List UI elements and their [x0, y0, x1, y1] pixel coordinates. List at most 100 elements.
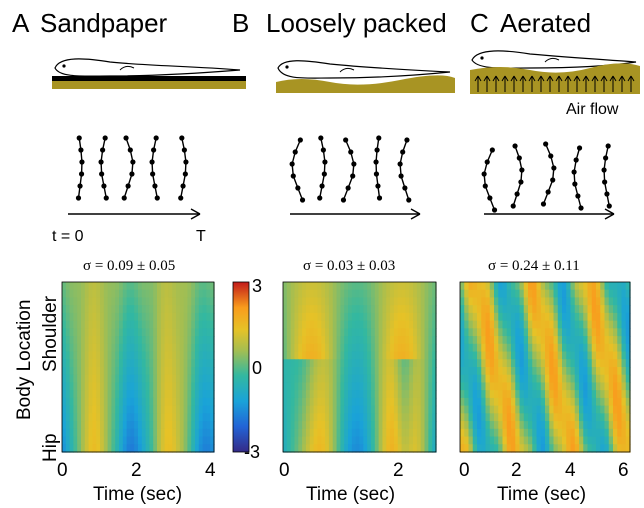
heatmap-cell [351, 436, 357, 445]
heatmap-cell [494, 413, 499, 422]
heatmap-cell [202, 297, 207, 306]
heatmap-cell [511, 405, 516, 414]
heatmap-cell [77, 436, 82, 445]
heatmap-cell [374, 320, 380, 329]
heatmap-cell [378, 305, 384, 314]
heatmap-cell [363, 282, 368, 291]
heatmap-cell [420, 390, 426, 399]
heatmap-cell [77, 405, 82, 414]
heatmap-cell [73, 297, 78, 306]
heatmap-cell [579, 444, 584, 453]
heatmap-cell [532, 336, 538, 345]
heatmap-cell [65, 367, 71, 376]
heatmap-cell [198, 336, 204, 345]
heatmap-cell [176, 312, 181, 322]
panel-a-illustration [52, 58, 246, 89]
heatmap-cell [202, 390, 207, 399]
heatmap-cell [536, 413, 542, 422]
heatmap-cell [416, 328, 422, 337]
heatmap-cell [604, 421, 610, 430]
heatmap-cell [613, 397, 618, 407]
heatmap-cell [460, 289, 465, 299]
heatmap-cell [348, 297, 353, 306]
heatmap-cell [187, 436, 192, 445]
heatmap-cell [370, 367, 376, 376]
heatmap-cell [579, 305, 584, 314]
heatmap-cell [179, 374, 185, 384]
heatmap-cell [557, 436, 563, 445]
heatmap-cell [210, 374, 215, 384]
heatmap-cell [138, 428, 143, 438]
heatmap-cell [313, 282, 319, 291]
heatmap-cell [210, 351, 215, 360]
heatmap-cell [432, 390, 437, 399]
heatmap-cell [625, 382, 631, 391]
heatmap-cell [302, 421, 307, 430]
heatmap-cell [367, 444, 372, 453]
heatmap-cell [393, 343, 399, 353]
heatmap-cell [596, 405, 601, 414]
heatmap-cell [600, 312, 606, 322]
heatmap-cell [191, 397, 196, 407]
heatmap-cell [168, 390, 173, 399]
heatmap-cell [549, 405, 555, 414]
heatmap-cell [570, 390, 576, 399]
heatmap-cell [464, 374, 470, 384]
heatmap-cell [145, 421, 150, 430]
heatmap-cell [100, 343, 105, 353]
heatmap-cell [332, 382, 338, 391]
heatmap-cell [309, 305, 315, 314]
heatmap-cell [69, 367, 74, 376]
heatmap-cell [583, 305, 589, 314]
heatmap-cell [515, 421, 521, 430]
heatmap-cell [355, 343, 361, 353]
heatmap-cell [332, 367, 338, 376]
heatmap-cell [145, 289, 150, 299]
heatmap-cell [313, 305, 319, 314]
heatmap-cell [382, 428, 387, 438]
heatmap-cell [153, 343, 158, 353]
heatmap-cell [176, 282, 181, 291]
heatmap-cell [401, 282, 406, 291]
heatmap-cell [511, 336, 516, 345]
heatmap-cell [424, 351, 429, 360]
heatmap-cell [494, 343, 499, 353]
heatmap-cell [92, 297, 97, 306]
heatmap-cell [290, 405, 296, 414]
heatmap-cell [540, 405, 546, 414]
heatmap-cell [69, 436, 74, 445]
heatmap-cell [168, 413, 173, 422]
heatmap-cell [179, 405, 185, 414]
heatmap-cell [65, 336, 71, 345]
heatmap-cell [309, 436, 315, 445]
heatmap-cell [432, 320, 437, 329]
posture-dot [573, 157, 579, 163]
heatmap-cell [126, 297, 131, 306]
heatmap-cell [210, 336, 215, 345]
heatmap-cell [62, 397, 67, 407]
heatmap-cell [195, 305, 200, 314]
heatmap-cell [359, 343, 364, 353]
heatmap-cell [608, 397, 614, 407]
heatmap-cell [111, 390, 116, 399]
heatmap-cell [130, 351, 135, 360]
heatmap-cell [294, 297, 299, 306]
heatmap-cell [286, 405, 292, 414]
heatmap-cell [100, 305, 105, 314]
heatmap-cell [183, 367, 188, 376]
heatmap-cell [562, 312, 567, 322]
heatmap-cell [348, 436, 353, 445]
heatmap-cell [134, 405, 139, 414]
heatmap-cell [100, 397, 105, 407]
heatmap-cell [562, 436, 567, 445]
heatmap-cell [321, 382, 326, 391]
panel-c-xtick-0: 0 [459, 460, 470, 481]
heatmap-cell [528, 390, 533, 399]
heatmap-cell [81, 413, 86, 422]
heatmap-cell [621, 297, 627, 306]
heatmap-cell [328, 444, 334, 453]
heatmap-cell [332, 436, 338, 445]
posture-dot [321, 171, 327, 177]
heatmap-cell [172, 390, 177, 399]
heatmap-cell [122, 312, 128, 322]
